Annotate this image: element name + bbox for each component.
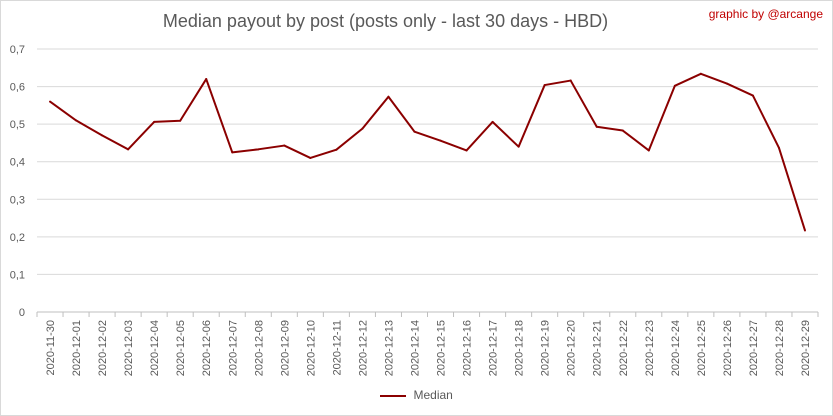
x-tick-label: 2020-12-15	[436, 320, 448, 376]
y-tick-label: 0,5	[10, 119, 25, 131]
y-tick-label: 0,4	[10, 157, 25, 169]
data-point	[569, 79, 572, 82]
chart-title: Median payout by post (posts only - last…	[162, 11, 609, 31]
x-tick-label: 2020-12-04	[149, 320, 161, 376]
x-tick-label: 2020-12-07	[227, 320, 239, 376]
data-point	[127, 148, 130, 151]
x-tick-label: 2020-12-16	[462, 320, 474, 376]
y-tick-label: 0,1	[10, 269, 25, 281]
credit-label: graphic by @arcange	[708, 7, 823, 21]
x-tick-label: 2020-12-22	[618, 320, 630, 376]
y-tick-label: 0,6	[10, 82, 25, 94]
data-point	[361, 127, 364, 130]
x-tick-label: 2020-12-09	[279, 320, 291, 376]
y-tick-label: 0,3	[10, 194, 25, 206]
series-line-median	[49, 72, 806, 231]
data-point	[153, 120, 156, 123]
data-point	[283, 144, 286, 147]
x-tick-label: 2020-12-12	[357, 320, 369, 376]
x-tick-label: 2020-12-10	[305, 320, 317, 376]
x-tick-label: 2020-11-30	[45, 320, 57, 375]
data-point	[647, 149, 650, 152]
data-point	[49, 100, 52, 103]
data-point	[543, 84, 546, 87]
data-point	[387, 95, 390, 98]
data-point	[595, 125, 598, 128]
x-tick-label: 2020-12-02	[97, 320, 109, 376]
x-tick-label: 2020-12-05	[175, 320, 187, 376]
x-tick-label: 2020-12-19	[540, 320, 552, 376]
x-tick-label: 2020-12-11	[331, 320, 343, 375]
x-tick-label: 2020-12-24	[670, 320, 682, 376]
y-tick-label: 0	[19, 307, 25, 319]
legend-label-median: Median	[413, 388, 453, 402]
x-tick-label: 2020-12-28	[774, 320, 786, 376]
x-tick-label: 2020-12-03	[123, 320, 135, 376]
data-point	[335, 148, 338, 151]
data-point	[179, 119, 182, 122]
data-point	[413, 130, 416, 133]
data-point	[699, 72, 702, 75]
data-point	[101, 134, 104, 137]
data-point	[673, 84, 676, 87]
data-point	[751, 94, 754, 97]
data-point	[725, 82, 728, 85]
legend-swatch-median	[380, 394, 407, 397]
x-tick-label: 2020-12-06	[201, 320, 213, 376]
data-point	[621, 129, 624, 132]
y-tick-label: 0,7	[10, 44, 25, 56]
data-point	[491, 120, 494, 123]
data-point	[465, 149, 468, 152]
x-tick-label: 2020-12-18	[514, 320, 526, 376]
data-point	[75, 119, 78, 122]
y-axis: 0 0,1 0,2 0,3 0,4 0,5 0,6 0,7	[10, 44, 25, 319]
data-point	[205, 78, 208, 81]
y-tick-label: 0,2	[10, 232, 25, 244]
x-tick-label: 2020-12-26	[722, 320, 734, 376]
x-tick-label: 2020-12-21	[592, 320, 604, 376]
data-point	[439, 139, 442, 142]
x-tick-label: 2020-12-23	[644, 320, 656, 376]
x-tick-label: 2020-12-13	[383, 320, 395, 376]
x-tick-label: 2020-12-17	[488, 320, 500, 376]
x-tick-label: 2020-12-01	[71, 320, 83, 376]
data-point	[257, 148, 260, 151]
x-tick-label: 2020-12-20	[566, 320, 578, 376]
grid-lines	[37, 48, 818, 313]
data-point	[231, 151, 234, 154]
x-tick-label: 2020-12-27	[748, 320, 760, 376]
x-tick-label: 2020-12-29	[800, 320, 812, 376]
x-tick-label: 2020-12-08	[253, 320, 265, 376]
data-point	[309, 156, 312, 159]
x-axis: 2020-11-30 2020-12-01 2020-12-02 2020-12-03…	[36, 312, 819, 376]
data-point	[803, 229, 806, 232]
data-point	[777, 146, 780, 149]
data-point	[517, 145, 520, 148]
x-tick-label: 2020-12-25	[696, 320, 708, 376]
x-tick-label: 2020-12-14	[409, 320, 421, 376]
series-median	[49, 72, 806, 232]
legend: Median	[0, 388, 833, 402]
